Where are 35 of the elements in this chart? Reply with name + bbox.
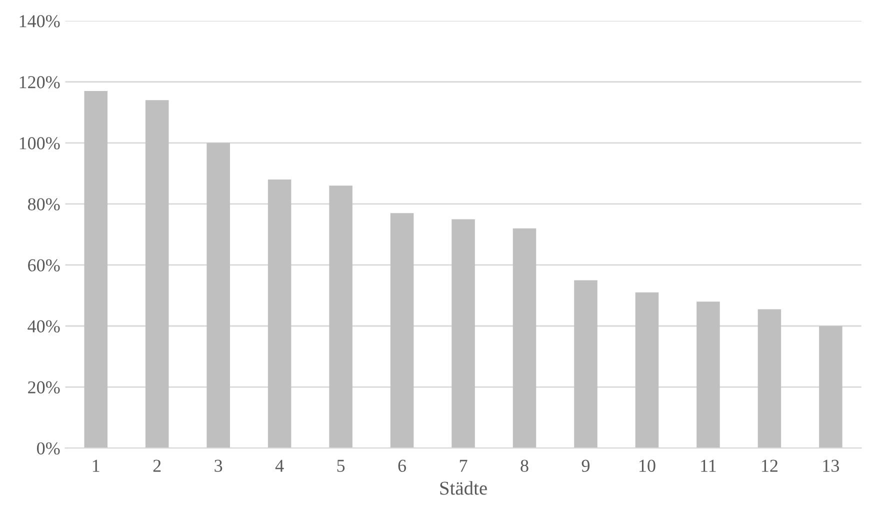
bar — [329, 186, 352, 448]
y-tick-label: 100% — [20, 137, 60, 150]
bar — [512, 228, 536, 448]
x-tick-label: 4 — [275, 460, 284, 472]
bar — [206, 142, 230, 448]
y-tick-label: 60% — [28, 259, 60, 272]
x-tick-label: 12 — [762, 460, 778, 472]
x-tick-label: 6 — [398, 460, 406, 472]
x-axis-title: Städte — [440, 481, 487, 495]
x-tick-label: 7 — [460, 460, 468, 472]
x-tick-label: 13 — [823, 460, 840, 472]
x-tick-label: 11 — [701, 460, 716, 472]
bar — [452, 219, 475, 448]
y-tick-label: 120% — [20, 76, 60, 88]
x-tick-label: 10 — [640, 460, 656, 472]
y-tick-label: 0% — [37, 442, 60, 455]
x-tick-label: 5 — [337, 460, 345, 472]
x-tick-label: 1 — [92, 460, 100, 472]
bar — [145, 100, 169, 448]
x-tick-label: 2 — [153, 460, 161, 472]
bar — [635, 292, 659, 448]
y-tick-label: 140% — [20, 15, 60, 28]
bar — [696, 302, 720, 448]
bar — [758, 309, 782, 448]
y-tick-label: 20% — [28, 381, 60, 394]
x-tick-label: 3 — [214, 460, 222, 472]
x-tick-label: 8 — [520, 460, 528, 472]
bar — [390, 213, 414, 448]
bar — [268, 180, 292, 448]
y-tick-label: 80% — [28, 198, 60, 210]
bar — [84, 91, 108, 448]
bar — [819, 326, 842, 448]
bar — [574, 280, 598, 448]
x-tick-label: 9 — [582, 460, 590, 472]
y-tick-label: 40% — [28, 320, 60, 332]
